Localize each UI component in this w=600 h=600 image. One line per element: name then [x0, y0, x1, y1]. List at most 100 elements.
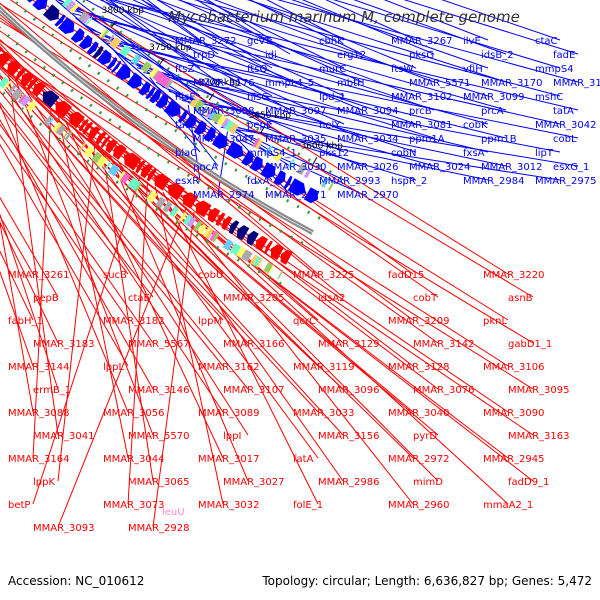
- label-leader-line: [124, 165, 439, 482]
- gene-label: murC: [319, 64, 346, 75]
- gene-label: ermB_1: [33, 385, 71, 396]
- gene-label: MMAR_3041: [33, 431, 95, 442]
- reverse-gene-arrow: [78, 119, 89, 132]
- reverse-gene-arrow: [195, 200, 212, 218]
- gene-label: qcrC: [293, 316, 316, 327]
- label-leader-line: [99, 37, 507, 139]
- forward-gene-arrow: [96, 49, 112, 65]
- gene-label: hisG: [247, 92, 269, 103]
- gene-label: pepE: [247, 120, 272, 131]
- forward-gene-arrow: [155, 93, 169, 109]
- feature-block: [117, 170, 127, 182]
- kbp-tick-label: 3800 kbp: [102, 6, 145, 16]
- gene-label: idsB_2: [481, 50, 514, 61]
- label-leader-line: [0, 270, 34, 367]
- label-leader-line: [162, 191, 319, 505]
- gene-label: MMAR_3107: [223, 385, 285, 396]
- reverse-gene-arrow: [32, 81, 46, 97]
- gene-label: MMAR_3205: [223, 293, 285, 304]
- feature-block: [153, 71, 166, 84]
- gene-label: blaC: [175, 148, 197, 159]
- gene-label: hspR_2: [391, 176, 427, 187]
- feature-block: [287, 158, 295, 169]
- genome-stats-text: Topology: circular; Length: 6,636,827 bp…: [261, 574, 592, 588]
- forward-gene-arrow: [126, 72, 142, 89]
- label-leader-line: [0, 53, 534, 390]
- feature-block: [222, 238, 234, 251]
- label-leader-line: [353, 0, 507, 55]
- label-leader-line: [0, 30, 439, 344]
- label-leader-line: [65, 120, 224, 459]
- reverse-gene-arrow: [82, 121, 94, 135]
- label-leader-line: [15, 79, 154, 436]
- gene-label: fxsA: [463, 148, 485, 159]
- feature-block: [62, 0, 72, 8]
- gene-label: ftsQ: [247, 64, 267, 75]
- label-leader-line: [106, 42, 579, 139]
- label-leader-line: [32, 176, 141, 505]
- feature-block: [146, 190, 158, 203]
- gene-labels: MMAR_3272 gcvT cbhK MMAR_3267 ilvE ctaC trpD id…: [8, 36, 600, 534]
- label-leader-line: [0, 74, 249, 344]
- label-leader-line: [8, 73, 59, 436]
- gene-label: cbhK: [319, 36, 344, 47]
- label-leader-line: [69, 12, 561, 125]
- feature-block: [68, 2, 79, 14]
- reverse-gene-arrow: [236, 225, 250, 241]
- gene-label: cobK: [463, 120, 488, 131]
- reverse-gene-arrow: [100, 135, 111, 149]
- kbp-ticks: 3600 kbp 3650 kbp 3700 kbp 3750 kbp 3800 kbp…: [102, 6, 343, 165]
- gene-label: MMAR_3065: [128, 477, 190, 488]
- feature-block: [107, 163, 120, 177]
- gene-label: prcA: [481, 106, 504, 117]
- gene-label: MMAR_3076: [413, 385, 475, 396]
- gene-label: MMAR_3099: [463, 92, 525, 103]
- reverse-gene-arrow: [221, 216, 233, 231]
- label-leader-line: [112, 0, 507, 111]
- gene-label: folE_1: [293, 500, 323, 511]
- gene-label: lppI: [223, 431, 241, 442]
- gene-label: MMAR_2945: [483, 454, 545, 465]
- forward-gene-arrow: [115, 63, 131, 81]
- forward-gene-arrow: [78, 34, 93, 50]
- gene-label: MMAR_3102: [391, 92, 453, 103]
- kbp-tick-label: 3600 kbp: [300, 142, 343, 152]
- forward-gene-arrow: [193, 120, 207, 136]
- gene-label: pknL: [483, 316, 507, 327]
- gene-label: MMAR_5567: [128, 339, 190, 350]
- gene-label: MMAR_3128: [388, 362, 450, 373]
- label-leader-line: [181, 100, 579, 167]
- feature-block: [241, 249, 253, 262]
- feature-block: [140, 61, 152, 74]
- gene-label: asnB: [508, 293, 533, 304]
- gene-label: MMAR_2960: [388, 500, 450, 511]
- label-leader-line: [101, 149, 154, 482]
- feature-block: [155, 196, 167, 209]
- label-leader-line: [403, 0, 579, 55]
- feature-block: [197, 223, 207, 235]
- gene-label: trpD: [193, 50, 215, 61]
- reverse-gene-arrow: [255, 235, 269, 252]
- gene-label: mbtH: [337, 78, 365, 89]
- gene-label: gcvT: [247, 36, 272, 47]
- forward-gene-arrow: [106, 57, 118, 70]
- reverse-gene-arrow: [15, 67, 27, 81]
- gene-label: ctaC: [535, 36, 558, 47]
- kbp-tick-label: 3750 kbp: [149, 43, 192, 53]
- gene-label: MMAR_3129: [318, 339, 380, 350]
- feature-block: [272, 149, 284, 162]
- gene-label: mmpL4_5: [265, 78, 314, 89]
- forward-gene-arrow: [27, 0, 34, 3]
- label-leader-line: [177, 0, 489, 97]
- forward-gene-arrow: [241, 150, 254, 166]
- feature-block: [91, 151, 103, 164]
- forward-gene-arrow: [111, 60, 122, 73]
- kbp-tick-mark: [111, 20, 117, 28]
- gene-label: MMAR_3090: [483, 408, 545, 419]
- kbp-tick-mark: [312, 157, 318, 165]
- feature-block: [216, 114, 227, 127]
- reverse-gene-arrow: [154, 173, 171, 191]
- feature-block: [193, 99, 205, 112]
- feature-block: [303, 167, 312, 179]
- feature-block: [296, 163, 307, 176]
